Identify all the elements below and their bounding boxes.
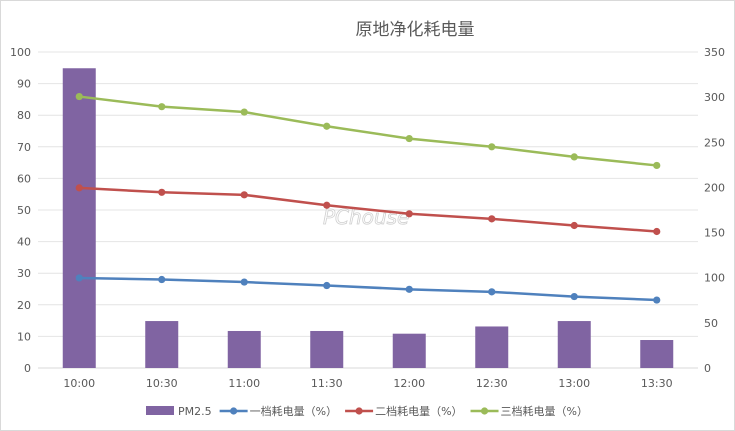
bar xyxy=(475,326,509,368)
legend-swatch-marker xyxy=(355,407,363,415)
bar-series-pm25 xyxy=(62,68,674,368)
data-point xyxy=(488,143,496,151)
y-right-tick-label: 300 xyxy=(704,91,725,104)
x-tick-label: 12:30 xyxy=(476,377,508,390)
x-tick-label: 10:30 xyxy=(146,377,178,390)
legend-label: 一档耗电量（%） xyxy=(250,404,337,418)
bar xyxy=(310,330,344,368)
y-right-tick-label: 150 xyxy=(704,227,725,240)
x-tick-label: 10:00 xyxy=(63,377,95,390)
data-point xyxy=(653,227,661,236)
y-left-tick-label: 100 xyxy=(10,46,31,59)
data-point xyxy=(488,288,496,296)
y-axis-left: 0 10 20 30 40 50 60 70 80 90 100 xyxy=(10,46,31,375)
y-right-tick-label: 0 xyxy=(704,362,711,375)
data-point xyxy=(75,274,83,282)
x-tick-label: 12:00 xyxy=(393,377,425,390)
bar xyxy=(145,321,179,368)
x-axis: 10:00 10:30 11:00 11:30 12:00 12:30 13:00 13:30 xyxy=(63,377,672,390)
data-point xyxy=(488,215,496,223)
bar xyxy=(557,321,591,368)
data-point xyxy=(240,278,248,286)
legend-swatch xyxy=(146,406,174,415)
data-point xyxy=(323,201,331,209)
bar xyxy=(227,330,261,368)
data-point xyxy=(323,122,331,130)
y-left-tick-label: 40 xyxy=(17,236,31,249)
data-point xyxy=(240,108,248,116)
series-line xyxy=(78,186,658,233)
y-right-tick-label: 100 xyxy=(704,272,725,285)
x-tick-label: 11:00 xyxy=(228,377,260,390)
data-point xyxy=(653,161,661,170)
data-point xyxy=(405,210,413,218)
legend-item: 三档耗电量（%） xyxy=(470,404,588,418)
legend: PM2.5 一档耗电量（%） 二档耗电量（%） 三档耗电量（%） xyxy=(146,404,588,418)
data-point xyxy=(570,153,578,161)
data-point xyxy=(653,296,661,304)
y-axis-right: 0 50 100 150 200 250 300 350 xyxy=(704,46,725,375)
data-point xyxy=(75,92,83,101)
legend-label: 三档耗电量（%） xyxy=(501,404,588,418)
data-point xyxy=(158,188,166,196)
y-left-tick-label: 30 xyxy=(17,267,31,280)
legend-item: 一档耗电量（%） xyxy=(219,404,337,418)
y-left-tick-label: 0 xyxy=(24,362,31,375)
x-tick-label: 11:30 xyxy=(311,377,343,390)
bar xyxy=(62,68,96,368)
data-point xyxy=(405,285,413,293)
legend-swatch-marker xyxy=(480,407,489,415)
y-left-tick-label: 10 xyxy=(17,330,31,343)
data-point xyxy=(75,184,83,192)
y-left-tick-label: 20 xyxy=(17,299,31,312)
bar xyxy=(640,340,674,368)
series-line xyxy=(78,276,658,302)
y-left-tick-label: 80 xyxy=(17,109,31,122)
series-line xyxy=(78,95,658,167)
line-series xyxy=(75,92,661,170)
data-point xyxy=(405,134,413,143)
data-point xyxy=(240,191,248,199)
y-left-tick-label: 90 xyxy=(17,78,31,91)
y-right-tick-label: 250 xyxy=(704,136,725,149)
y-right-tick-label: 350 xyxy=(704,46,725,59)
data-point xyxy=(158,275,166,284)
legend-item: 二档耗电量（%） xyxy=(345,404,463,418)
line-series xyxy=(75,184,661,236)
x-tick-label: 13:00 xyxy=(558,377,590,390)
data-point xyxy=(323,281,331,290)
legend-swatch-marker xyxy=(230,407,238,415)
y-right-tick-label: 200 xyxy=(704,181,725,194)
data-point xyxy=(158,103,166,111)
y-left-tick-label: 60 xyxy=(17,172,31,185)
legend-label: PM2.5 xyxy=(178,405,212,418)
y-left-tick-label: 70 xyxy=(17,141,31,154)
bar xyxy=(392,333,426,368)
line-series-group xyxy=(75,92,661,304)
y-left-tick-label: 50 xyxy=(17,204,31,217)
chart-title: 原地净化耗电量 xyxy=(356,20,475,40)
y-right-tick-label: 50 xyxy=(704,317,718,330)
x-tick-label: 13:30 xyxy=(641,377,673,390)
legend-label: 二档耗电量（%） xyxy=(375,404,462,418)
data-point xyxy=(570,292,578,301)
line-series xyxy=(75,274,661,304)
legend-item: PM2.5 xyxy=(146,405,212,418)
data-point xyxy=(570,221,578,230)
